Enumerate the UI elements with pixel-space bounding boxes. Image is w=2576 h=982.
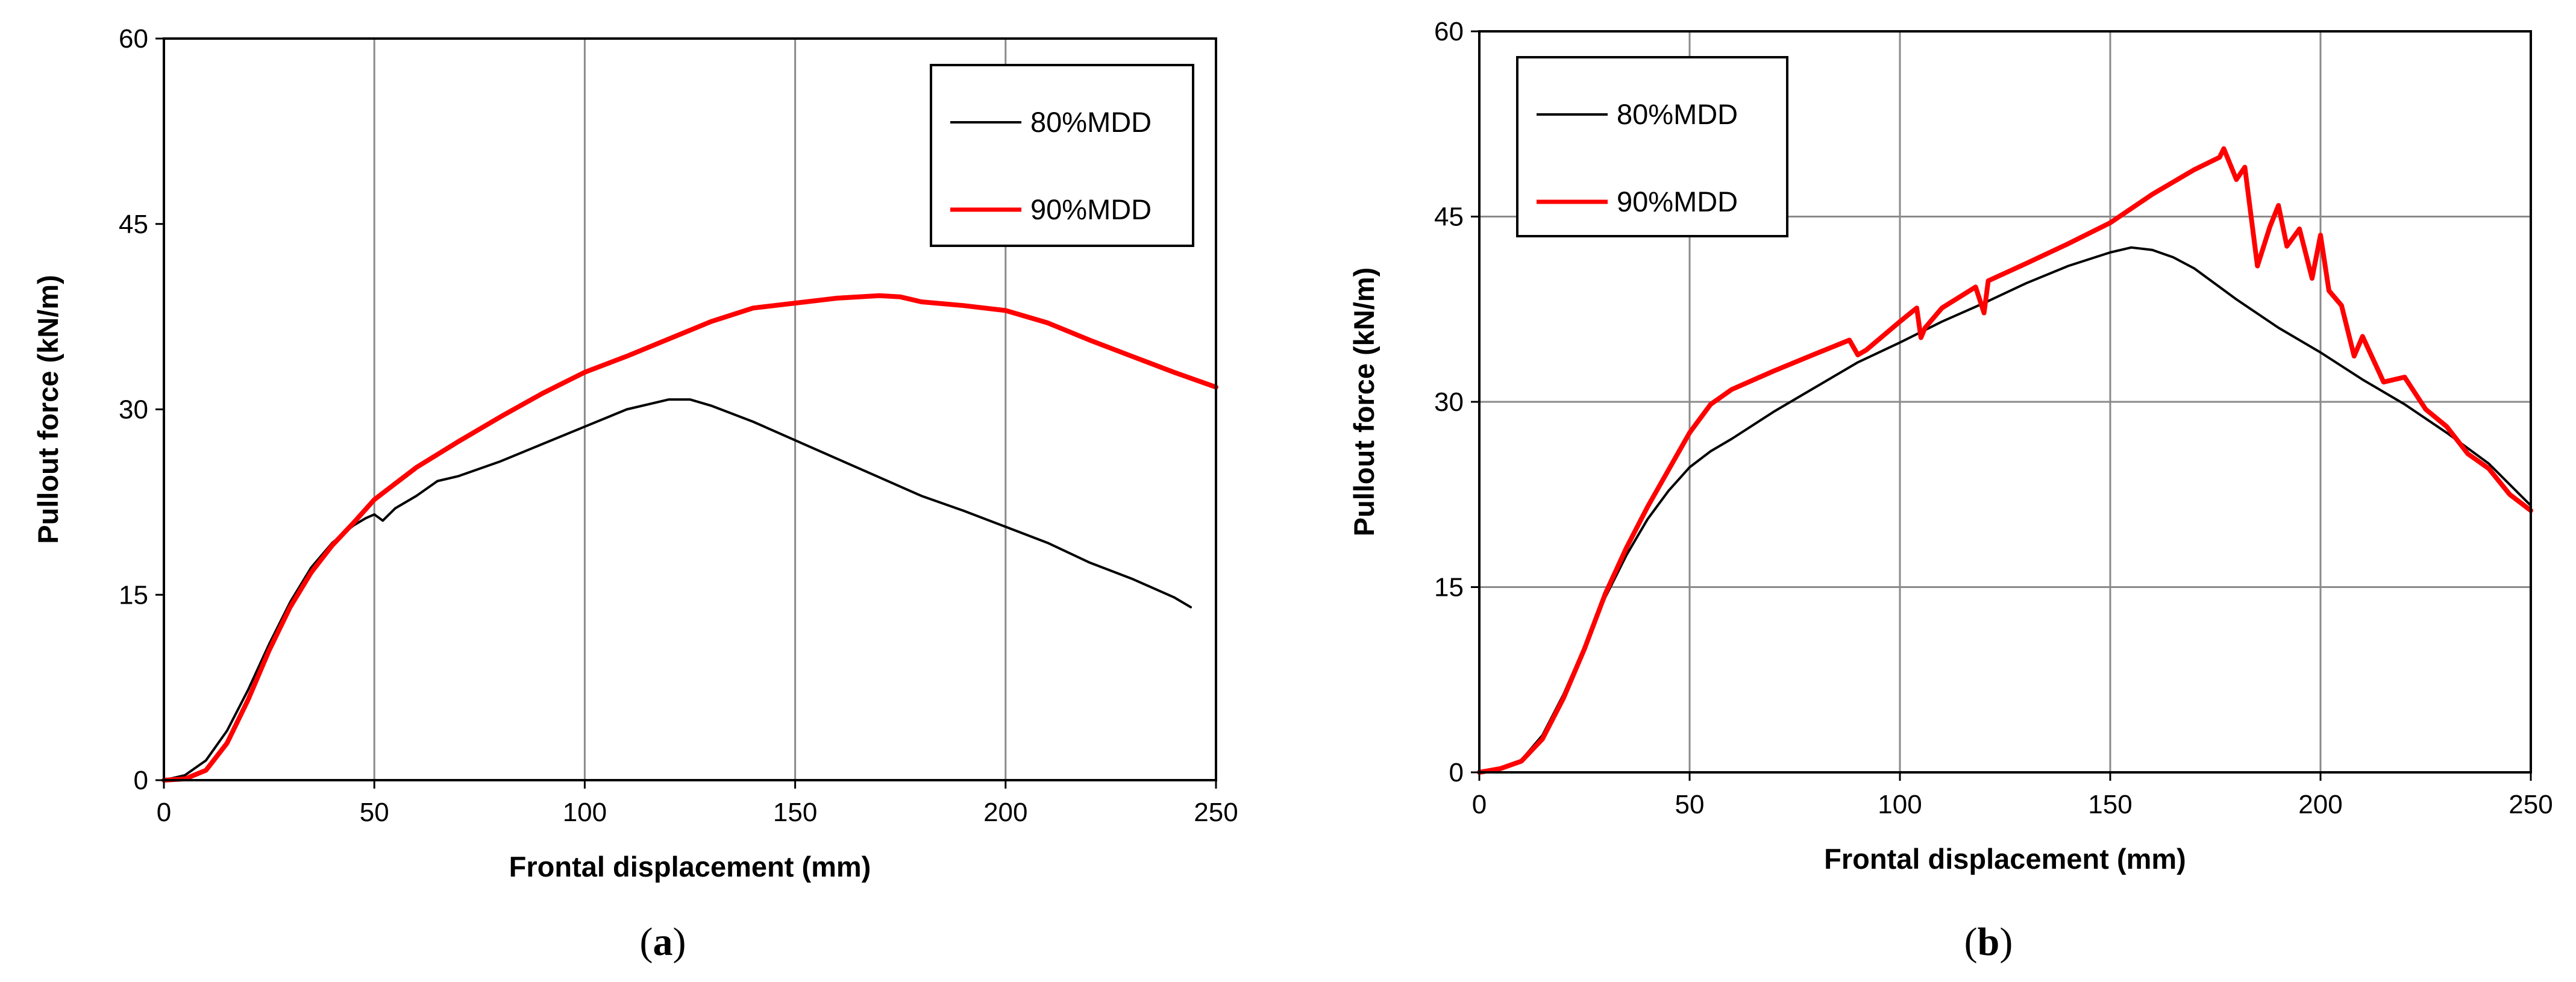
chart-panel-b: 0 50 100 150 200 250 0 15 30 45 60 Frontal displace… (1348, 17, 2553, 964)
legend-box (930, 64, 1194, 247)
x-tick-label: 50 (1675, 790, 1705, 819)
panel-caption: (a) (640, 920, 686, 964)
y-tick-label: 45 (1434, 202, 1464, 232)
x-tick-label: 250 (1194, 798, 1238, 827)
x-tick-label: 250 (2509, 790, 2552, 819)
x-axis-title: Frontal displacement (mm) (509, 851, 871, 883)
legend-label-2: 90%MDD (1617, 186, 1738, 217)
legend-label-2: 90%MDD (1030, 193, 1152, 225)
y-tick-label: 0 (1449, 758, 1464, 787)
x-tick-label: 100 (1878, 790, 1922, 819)
y-tick-label: 60 (1434, 17, 1464, 46)
y-tick-label: 15 (1434, 573, 1464, 602)
series-line-1 (163, 398, 1192, 781)
x-tick-label: 100 (563, 798, 607, 827)
legend-box (1516, 56, 1788, 237)
series-line-2 (161, 293, 1218, 783)
x-tick-label: 200 (2298, 790, 2342, 819)
x-tick-label: 150 (2088, 790, 2132, 819)
y-tick-label: 60 (119, 24, 148, 54)
x-tick-label: 0 (1472, 790, 1487, 819)
series-line-2 (1477, 146, 2533, 775)
x-tick-label: 0 (157, 798, 171, 827)
y-tick-label: 30 (119, 395, 148, 425)
series-line-1 (1478, 246, 2532, 774)
y-tick-label: 45 (119, 210, 148, 239)
x-tick-label: 200 (983, 798, 1027, 827)
x-tick-label: 50 (360, 798, 389, 827)
y-tick-label: 15 (119, 580, 148, 610)
legend-label-1: 80%MDD (1030, 106, 1152, 138)
x-axis-title: Frontal displacement (mm) (1824, 843, 2186, 875)
y-tick-label: 30 (1434, 387, 1464, 417)
y-tick-label: 0 (134, 766, 148, 795)
y-axis-title: Pullout force (kN/m) (1348, 267, 1380, 537)
chart-panel-a: 0 50 100 150 200 250 0 15 30 45 60 Frontal displace… (32, 24, 1238, 964)
legend-label-1: 80%MDD (1617, 98, 1738, 130)
y-axis-title: Pullout force (kN/m) (32, 275, 64, 544)
x-tick-label: 150 (773, 798, 817, 827)
panel-caption: (b) (1964, 920, 2013, 964)
